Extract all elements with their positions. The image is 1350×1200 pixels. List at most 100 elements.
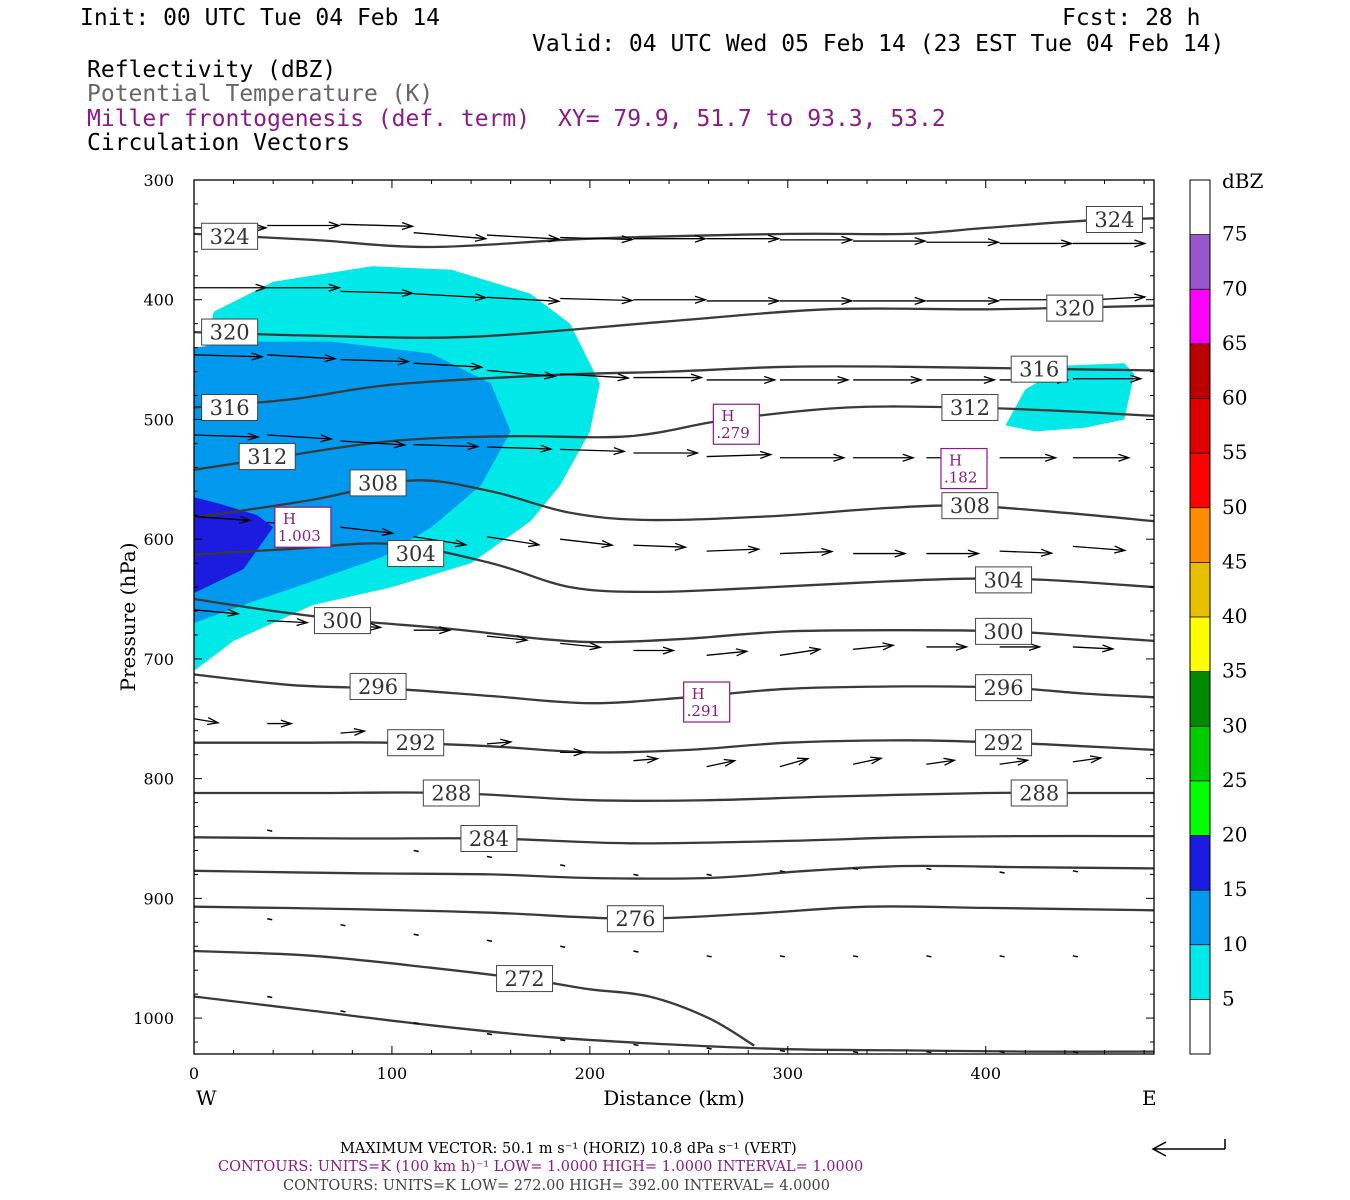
svg-text:312: 312 [950, 396, 990, 420]
svg-text:304: 304 [396, 542, 436, 566]
circulation-vector-38 [1072, 374, 1143, 383]
colorbar-segment-7 [1190, 617, 1210, 672]
colorbar-segment-6 [1190, 671, 1210, 727]
svg-text:.279: .279 [716, 424, 749, 442]
circulation-vector-23 [926, 296, 1001, 306]
x-tick-label-400: 400 [970, 1064, 1001, 1083]
colorbar-segment-1 [1190, 944, 1210, 1000]
frontogenesis-high-1: H.182 [940, 447, 988, 490]
colorbar-segment-13 [1190, 289, 1210, 344]
y-tick-label-500: 500 [143, 410, 174, 429]
y-tick-label-800: 800 [143, 770, 174, 789]
theta-contour-label-272-0: 272 [496, 965, 554, 993]
circulation-vector-47 [779, 453, 846, 462]
circulation-vector-11 [999, 239, 1074, 248]
colorbar-segment-15 [1190, 180, 1210, 235]
circulation-vector-33 [706, 375, 777, 385]
circulation-vector-4 [486, 234, 561, 243]
circulation-vector-78 [193, 717, 221, 726]
small-vector-mark-27 [560, 1038, 566, 1042]
colorbar-level-15: 15 [1222, 877, 1247, 901]
circulation-vector-12 [1072, 239, 1147, 248]
theta-contour-label-300-0: 300 [313, 607, 371, 635]
field-frontogenesis-label: Miller frontogenesis (def. term) [87, 106, 530, 132]
field-theta-label: Potential Temperature (K) [87, 81, 433, 107]
theta-contour-276 [193, 905, 1155, 920]
svg-text:296: 296 [984, 676, 1024, 700]
circulation-vector-74 [853, 642, 896, 651]
x-axis-title: Distance (km) [603, 1086, 745, 1110]
svg-text:324: 324 [1094, 208, 1134, 232]
small-vector-mark-28 [633, 1043, 639, 1047]
circulation-vector-46 [706, 450, 773, 460]
dbz-colorbar: 5 10 15 20 25 30 35 40 45 50 55 60 65 70 75 [1189, 179, 1247, 1055]
theta-contour-label-316-0: 316 [201, 393, 259, 421]
small-vector-mark-19 [852, 955, 859, 958]
circulation-vector-3 [413, 232, 488, 242]
svg-text:288: 288 [431, 781, 471, 805]
circulation-vector-31 [560, 373, 631, 382]
svg-text:308: 308 [358, 471, 398, 495]
y-tick-label-700: 700 [143, 650, 174, 669]
small-vector-mark-11 [267, 917, 273, 921]
svg-text:272: 272 [505, 967, 545, 991]
theta-contour-label-276-0: 276 [606, 905, 664, 933]
circulation-vector-14 [267, 283, 342, 292]
small-vector-mark-18 [779, 955, 786, 958]
circulation-vector-26 [193, 352, 265, 361]
theta-contour-label-304-1: 304 [975, 566, 1033, 594]
svg-text:320: 320 [1055, 297, 1095, 321]
colorbar-segment-12 [1190, 343, 1210, 399]
colorbar-level-30: 30 [1222, 713, 1247, 737]
circulation-vector-54 [340, 526, 395, 537]
colorbar-level-70: 70 [1222, 276, 1247, 300]
circulation-vector-79 [267, 719, 294, 728]
circulation-vector-8 [779, 235, 854, 244]
circulation-vector-90 [1072, 755, 1103, 764]
small-vector-mark-21 [999, 955, 1005, 958]
circulation-vector-43 [486, 444, 553, 453]
circulation-vector-85 [706, 758, 737, 768]
circulation-vector-84 [633, 755, 660, 764]
field-reflectivity-label: Reflectivity (dBZ) [87, 57, 336, 83]
colorbar-segment-0 [1190, 999, 1210, 1054]
x-axis-east-label: E [1142, 1086, 1157, 1110]
small-vector-mark-16 [633, 950, 639, 953]
x-tick-label-100: 100 [377, 1064, 408, 1083]
svg-text:312: 312 [247, 445, 287, 469]
colorbar-level-75: 75 [1222, 222, 1247, 246]
circulation-vector-16 [413, 293, 488, 302]
circulation-vector-22 [853, 296, 928, 306]
theta-contour-280 [193, 864, 1155, 880]
small-vector-mark-23 [267, 995, 273, 999]
circulation-vector-35 [853, 375, 924, 385]
colorbar-level-35: 35 [1222, 659, 1247, 683]
frontogenesis-high-2: H1.003 [274, 506, 332, 548]
circulation-vector-29 [413, 362, 484, 371]
colorbar-segment-3 [1190, 835, 1210, 891]
small-vector-mark-13 [413, 933, 419, 937]
circulation-vector-41 [340, 440, 407, 449]
y-tick-label-900: 900 [143, 889, 174, 908]
small-vector-mark-0 [267, 829, 273, 832]
small-vector-mark-17 [706, 955, 712, 958]
circulation-vector-65 [193, 608, 241, 617]
theta-contour-note: CONTOURS: UNITS=K LOW= 272.00 HIGH= 392.… [283, 1178, 830, 1194]
colorbar-segment-11 [1190, 398, 1210, 454]
circulation-vector-57 [560, 538, 615, 549]
colorbar-segment-2 [1190, 890, 1210, 945]
circulation-vector-30 [486, 369, 557, 380]
x-tick-label-0: 0 [189, 1064, 199, 1083]
small-vector-mark-10 [1072, 870, 1078, 873]
circulation-vector-1 [267, 221, 342, 230]
valid-time-label: Valid: 04 UTC Wed 05 Feb 14 (23 EST Tue … [532, 31, 1224, 57]
circulation-vector-59 [706, 545, 761, 554]
theta-contour-label-284-0: 284 [460, 824, 518, 852]
forecast-hour-label: Fcst: 28 h [1062, 5, 1200, 31]
x-tick-label-200: 200 [575, 1064, 606, 1083]
y-tick-label-300: 300 [143, 171, 174, 190]
theta-contour-label-312-1: 312 [941, 393, 999, 421]
svg-text:.182: .182 [944, 469, 977, 487]
init-time-label: Init: 00 UTC Tue 04 Feb 14 [80, 5, 440, 31]
max-vector-note: MAXIMUM VECTOR: 50.1 m s⁻¹ (HORIZ) 10.8 … [340, 1141, 797, 1157]
